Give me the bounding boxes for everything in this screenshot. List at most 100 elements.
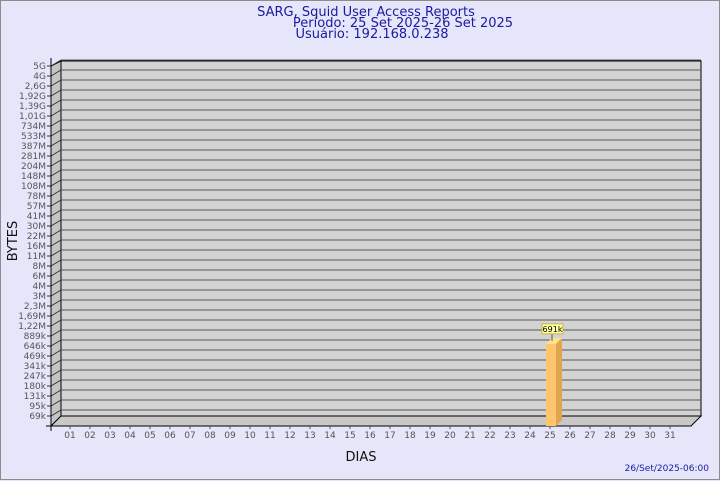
y-tick-label: 734M xyxy=(21,122,46,132)
y-tick-label: 204M xyxy=(21,162,46,172)
y-tick-label: 108M xyxy=(21,182,46,192)
y-tick-diag xyxy=(50,159,62,167)
y-tick-diag xyxy=(50,119,62,127)
y-tick-label: 1,01G xyxy=(19,112,46,122)
y-tick-label: 247k xyxy=(24,372,47,382)
x-tick-label: 04 xyxy=(124,431,136,441)
x-tick-label: 08 xyxy=(204,431,216,441)
x-tick-label: 09 xyxy=(224,431,236,441)
y-tick-label: 1,69M xyxy=(18,312,46,322)
y-tick-diag xyxy=(50,149,62,157)
x-tick-label: 11 xyxy=(264,431,275,441)
y-tick-diag xyxy=(50,389,62,397)
y-tick-diag xyxy=(50,259,62,267)
y-tick-label: 78M xyxy=(27,192,46,202)
x-tick-label: 17 xyxy=(384,431,395,441)
x-tick-label: 14 xyxy=(324,431,336,441)
footer-timestamp: 26/Set/2025-06:00 xyxy=(625,464,710,474)
y-tick-diag xyxy=(50,339,62,347)
y-tick-diag xyxy=(50,269,62,277)
y-tick-diag xyxy=(50,409,62,417)
y-tick-diag xyxy=(50,369,62,377)
x-tick-label: 10 xyxy=(244,431,256,441)
x-axis-label: DIAS xyxy=(346,450,377,465)
x-tick-label: 22 xyxy=(484,431,495,441)
back-wall xyxy=(60,60,702,417)
y-tick-label: 180k xyxy=(24,382,47,392)
y-tick-diag xyxy=(50,139,62,147)
y-tick-label: 16M xyxy=(27,242,46,252)
y-tick-diag xyxy=(50,349,62,357)
x-tick-label: 13 xyxy=(304,431,315,441)
x-tick-label: 31 xyxy=(664,431,675,441)
y-tick-diag xyxy=(50,99,62,107)
y-tick-label: 469k xyxy=(24,352,47,362)
y-tick-diag xyxy=(50,229,62,237)
y-tick-diag xyxy=(50,199,62,207)
y-axis-label: BYTES xyxy=(6,221,21,262)
y-tick-diag xyxy=(50,179,62,187)
x-tick-label: 28 xyxy=(604,431,616,441)
bar-top-day-25 xyxy=(546,337,562,344)
x-tick-label: 29 xyxy=(624,431,636,441)
data-label: 691k xyxy=(543,325,563,334)
y-tick-diag xyxy=(50,319,62,327)
y-tick-diag xyxy=(50,169,62,177)
y-tick-diag xyxy=(50,279,62,287)
y-tick-label: 69k xyxy=(29,412,46,422)
y-tick-diag xyxy=(50,69,62,77)
chart-title: SARG, Squid User Access Reports xyxy=(257,5,475,20)
y-tick-label: 41M xyxy=(27,212,46,222)
y-tick-label: 4M xyxy=(33,282,47,292)
y-tick-label: 2,6G xyxy=(25,82,46,92)
y-tick-label: 2,3M xyxy=(24,302,46,312)
y-tick-diag xyxy=(50,189,62,197)
x-tick-label: 16 xyxy=(364,431,376,441)
x-tick-label: 27 xyxy=(584,431,595,441)
y-tick-diag xyxy=(50,359,62,367)
y-tick-label: 22M xyxy=(27,232,46,242)
y-tick-label: 30M xyxy=(27,222,46,232)
x-tick-label: 25 xyxy=(544,431,555,441)
x-tick-label: 18 xyxy=(404,431,416,441)
chart-subtitle-user: Usuário: 192.168.0.238 xyxy=(295,27,448,42)
y-tick-diag xyxy=(50,399,62,407)
y-tick-label: 646k xyxy=(24,342,47,352)
x-tick-label: 01 xyxy=(64,431,75,441)
y-tick-label: 3M xyxy=(33,292,47,302)
y-tick-label: 341k xyxy=(24,362,47,372)
y-tick-label: 1,22M xyxy=(18,322,46,332)
y-tick-diag xyxy=(50,249,62,257)
x-tick-label: 20 xyxy=(444,431,456,441)
y-tick-diag xyxy=(50,239,62,247)
y-tick-diag xyxy=(50,59,62,67)
x-tick-label: 26 xyxy=(564,431,576,441)
x-tick-label: 05 xyxy=(144,431,155,441)
y-tick-diag xyxy=(50,329,62,337)
y-tick-label: 5G xyxy=(33,62,46,72)
x-tick-label: 30 xyxy=(644,431,656,441)
x-tick-label: 19 xyxy=(424,431,436,441)
y-tick-label: 4G xyxy=(33,72,46,82)
y-tick-label: 57M xyxy=(27,202,46,212)
x-tick-label: 03 xyxy=(104,431,115,441)
data-label-box xyxy=(541,323,564,335)
x-tick-label: 21 xyxy=(464,431,475,441)
x-tick-label: 15 xyxy=(344,431,355,441)
y-tick-diag xyxy=(50,79,62,87)
y-tick-label: 889k xyxy=(24,332,47,342)
bar-day-25 xyxy=(546,343,556,426)
y-tick-diag xyxy=(50,219,62,227)
y-tick-label: 6M xyxy=(33,272,47,282)
y-tick-diag xyxy=(50,379,62,387)
y-tick-diag xyxy=(50,299,62,307)
y-tick-label: 95k xyxy=(29,402,46,412)
x-tick-label: 12 xyxy=(284,431,295,441)
y-tick-label: 148M xyxy=(21,172,46,182)
x-tick-label: 06 xyxy=(164,431,176,441)
y-tick-label: 281M xyxy=(21,152,46,162)
y-tick-label: 387M xyxy=(21,142,46,152)
x-tick-label: 23 xyxy=(504,431,515,441)
y-tick-label: 1,92G xyxy=(19,92,46,102)
